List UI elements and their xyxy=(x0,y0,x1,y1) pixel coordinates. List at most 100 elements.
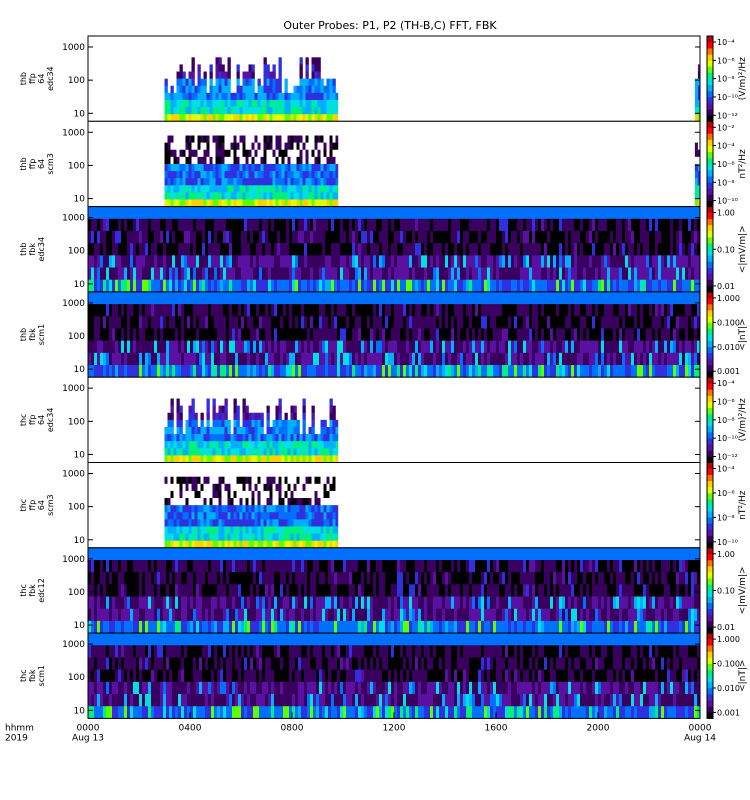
colorbar-tick-label: 10⁻⁴ xyxy=(717,465,735,474)
colorbar-tick-label: 10⁻¹⁰ xyxy=(717,197,738,206)
spectrogram-cells xyxy=(164,476,339,549)
ylabel-line: ffp xyxy=(28,159,37,170)
spectrogram-cells xyxy=(164,398,339,463)
time-tick-label: 2000 xyxy=(587,723,610,733)
y-tick-label: 10 xyxy=(74,195,86,205)
panel-ylabel: thb fbk edc34 xyxy=(19,237,46,262)
panel-ylabel: thc fbk edc12 xyxy=(19,578,46,603)
colorbar-tick-label: 0.100 xyxy=(717,318,740,327)
colorbar: 10⁻¹² 10⁻¹⁰ 10⁻⁸ 10⁻⁶ 10⁻⁴ (V/m)²/Hz xyxy=(706,376,748,464)
time-tick-label: 0400 xyxy=(179,723,202,733)
colorbar-tick-label: 10⁻⁴ xyxy=(717,379,735,388)
colorbar-tick-label: 10⁻⁸ xyxy=(717,416,735,425)
panel-ylabel: thb fbk scm1 xyxy=(19,324,46,345)
colorbar-tick-label: 10⁻⁶ xyxy=(717,489,735,498)
colorbar-tick-label: 0.100 xyxy=(717,660,740,669)
ylabel-line: thb xyxy=(19,328,28,341)
ylabel-line: edc34 xyxy=(37,237,46,262)
spectrogram-cells xyxy=(164,57,701,122)
ylabel-line: fbk xyxy=(28,328,37,341)
y-axis: 10 100 1000 xyxy=(62,128,700,205)
colorbar-tick-label: 0.10 xyxy=(717,586,735,595)
colorbar-tick-label: 1.000 xyxy=(717,635,740,644)
panel-6: 10 100 1000 thc ffp 64 scm3 10⁻¹⁰ 10⁻⁸ 10⁻⁶ 10⁻⁴ nT… xyxy=(19,462,748,549)
time-tick-label: 0800 xyxy=(281,723,304,733)
y-tick-label: 10 xyxy=(74,621,86,631)
ylabel-line: ffp xyxy=(28,500,37,511)
time-tick-label: 0000 xyxy=(689,723,712,733)
colorbar-label: <|nT|> xyxy=(738,318,748,350)
panel-7: 10 100 1000 thc fbk edc12 0.01 0.10 1.00<|mV/m|> xyxy=(19,547,748,634)
colorbar-tick-label: 10⁻⁸ xyxy=(717,178,735,187)
colorbar-tick-label: 10⁻⁶ xyxy=(717,56,735,65)
y-tick-label: 100 xyxy=(68,503,85,513)
colorbar-tick-label: 0.010 xyxy=(717,343,740,352)
colorbar-tick-label: 0.10 xyxy=(717,245,735,254)
spectrogram-cells xyxy=(88,206,701,293)
y-tick-label: 100 xyxy=(68,417,85,427)
ylabel-line: thc xyxy=(19,414,28,427)
ylabel-line: 64 xyxy=(37,74,46,84)
colorbar: 10⁻¹² 10⁻¹⁰ 10⁻⁸ 10⁻⁶ 10⁻⁴ (V/m)²/Hz xyxy=(706,35,748,122)
panel-5: 10 100 1000 thc ffp 64 edc34 10⁻¹² 10⁻¹⁰ 10⁻⁸ 10⁻⁶… xyxy=(19,376,748,464)
y-tick-label: 10 xyxy=(74,706,86,716)
ylabel-line: thc xyxy=(19,499,28,512)
time-tick-label: 0000 xyxy=(77,723,100,733)
colorbar: 0.01 0.10 1.00<|mV/m|> xyxy=(706,547,748,634)
colorbar: 10⁻¹⁰ 10⁻⁸ 10⁻⁶ 10⁻⁴ nT²/Hz xyxy=(706,462,748,549)
panel-ylabel: thc ffp 64 scm3 xyxy=(19,494,55,515)
ylabel-line: edc12 xyxy=(37,578,46,603)
y-axis: 10 100 1000 xyxy=(62,384,700,461)
ylabel-line: fbk xyxy=(28,243,37,256)
ylabel-line: edc34 xyxy=(46,408,55,433)
y-tick-label: 10 xyxy=(74,365,86,375)
panel-3: 10 100 1000 thb fbk edc34 0.01 0.10 1.00<|mV/m|> xyxy=(19,206,748,293)
y-tick-label: 1000 xyxy=(62,555,85,565)
spectrogram-cells xyxy=(88,291,701,378)
ylabel-line: 64 xyxy=(37,159,46,169)
spectrogram-cells xyxy=(88,547,701,634)
y-tick-label: 100 xyxy=(68,161,85,171)
colorbar-label: <|mV/m|> xyxy=(738,225,748,273)
colorbar-tick-label: 10⁻¹⁰ xyxy=(717,93,738,102)
y-tick-label: 10 xyxy=(74,451,86,461)
y-tick-label: 100 xyxy=(68,673,85,683)
y-tick-label: 1000 xyxy=(62,43,85,53)
colorbar-tick-label: 10⁻⁸ xyxy=(717,513,735,522)
panel-8: 10 100 1000 thc fbk scm1 0.001 0.010 0.100 1.000 <… xyxy=(19,632,748,719)
y-tick-label: 10 xyxy=(74,536,86,546)
time-axis-row-label: 2019 xyxy=(5,733,28,743)
colorbar-tick-label: 0.001 xyxy=(717,708,740,717)
colorbar-tick-label: 1.000 xyxy=(717,294,740,303)
time-axis-row-label: hhmm xyxy=(5,723,34,733)
ylabel-line: scm1 xyxy=(37,324,46,345)
colorbar-tick-label: 10⁻⁶ xyxy=(717,160,735,169)
colorbar-tick-label: 0.01 xyxy=(717,282,735,291)
ylabel-line: ffp xyxy=(28,73,37,84)
colorbar: 0.01 0.10 1.00<|mV/m|> xyxy=(706,206,748,293)
y-axis: 10 100 1000 xyxy=(62,214,700,290)
y-axis: 10 100 1000 xyxy=(62,555,700,631)
colorbar-label: nT²/Hz xyxy=(738,149,748,179)
panel-ylabel: thb ffp 64 scm3 xyxy=(19,153,55,174)
colorbar: 10⁻¹⁰ 10⁻⁸ 10⁻⁶ 10⁻⁴ 10⁻² nT²/Hz xyxy=(706,120,748,208)
ylabel-line: thc xyxy=(19,584,28,597)
colorbar-tick-label: 10⁻² xyxy=(717,123,735,132)
y-axis: 10 100 1000 xyxy=(62,640,700,716)
colorbar: 0.001 0.010 0.100 1.000 <|nT|> xyxy=(706,632,748,719)
colorbar-tick-label: 0.01 xyxy=(717,623,735,632)
ylabel-line: scm3 xyxy=(46,494,55,515)
spectrogram-cells xyxy=(88,633,701,719)
panel-ylabel: thc fbk scm1 xyxy=(19,665,46,686)
colorbar-tick-label: 1.00 xyxy=(717,550,735,559)
y-tick-label: 100 xyxy=(68,76,85,86)
panel-4: 10 100 1000 thb fbk scm1 0.001 0.010 0.100 1.000 <… xyxy=(19,291,748,378)
colorbar-tick-label: 10⁻¹⁰ xyxy=(717,434,738,443)
y-axis: 10 100 1000 xyxy=(62,299,700,375)
figure-title: Outer Probes: P1, P2 (TH-B,C) FFT, FBK xyxy=(283,19,497,32)
colorbar-tick-label: 1.00 xyxy=(717,209,735,218)
y-tick-label: 10 xyxy=(74,109,86,119)
